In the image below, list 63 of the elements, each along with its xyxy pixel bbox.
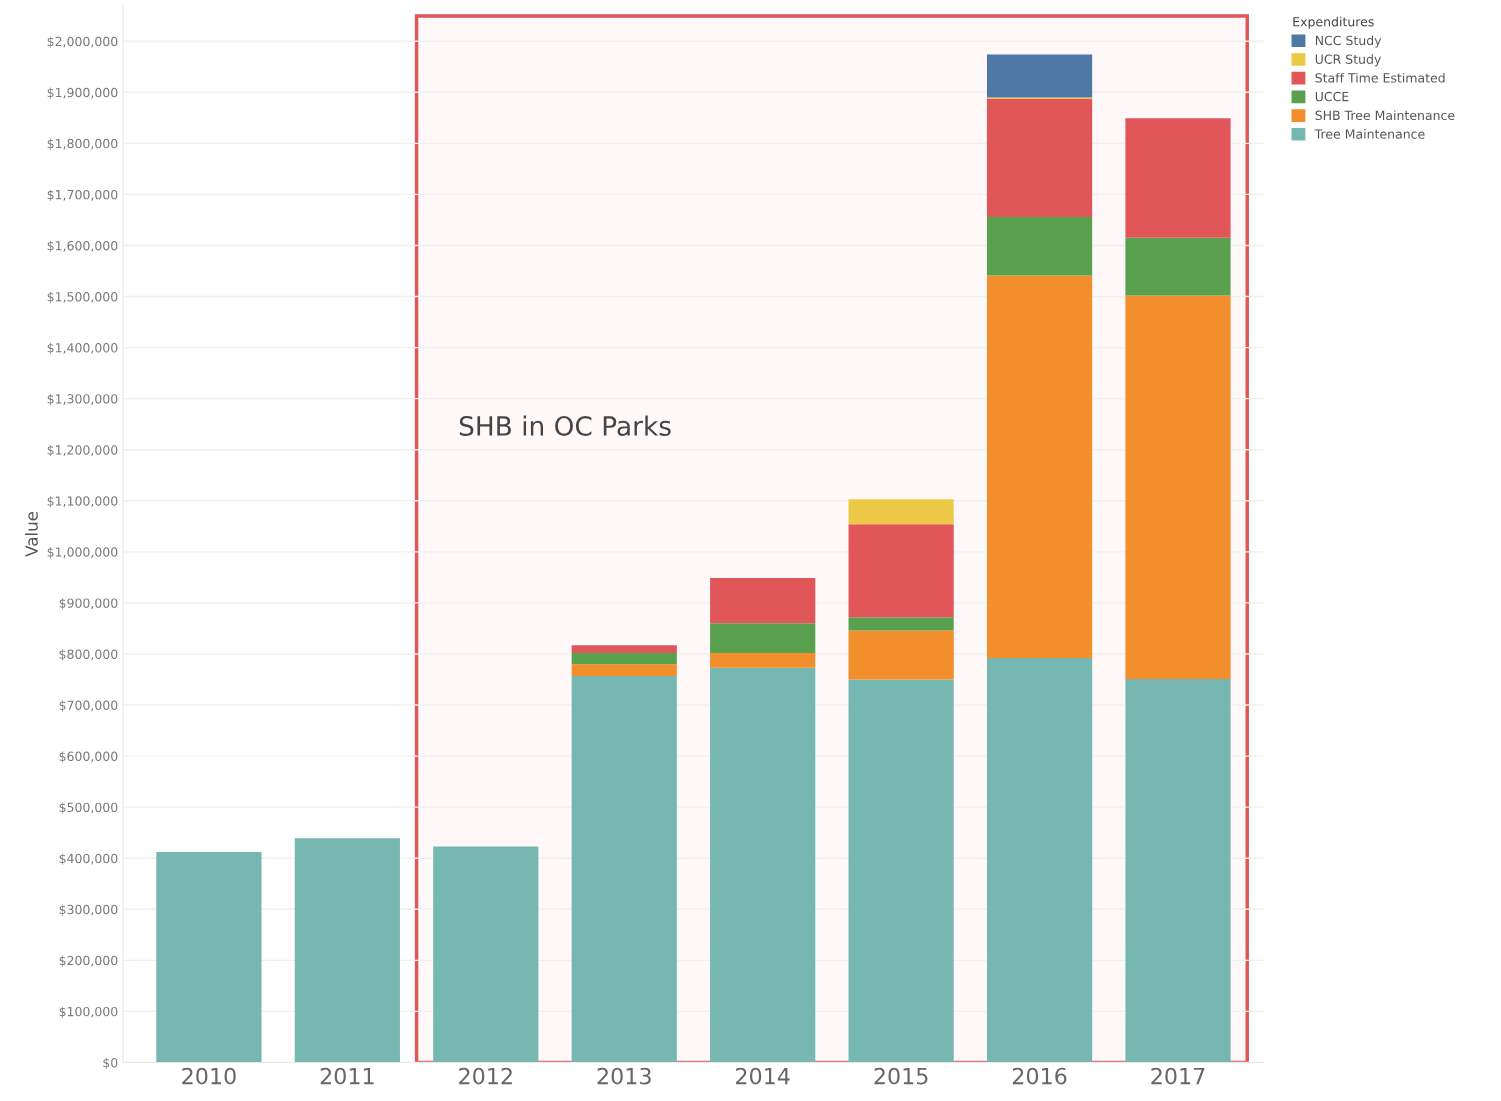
y-tick-label: $900,000 xyxy=(59,598,118,610)
bar xyxy=(986,216,1093,276)
legend-title: Expenditures xyxy=(1293,16,1374,29)
y-tick-label: $1,700,000 xyxy=(47,189,118,202)
bar xyxy=(848,499,954,525)
band-label: SHB in OC Parks xyxy=(459,415,671,436)
x-tick-label: 2015 xyxy=(874,1067,928,1085)
bar xyxy=(848,630,954,680)
y-tick-label: $1,800,000 xyxy=(47,138,118,150)
bar xyxy=(710,652,816,668)
x-tick-label: 2016 xyxy=(1012,1067,1067,1085)
y-tick-label: $400,000 xyxy=(59,853,118,865)
y-tick-label: $1,400,000 xyxy=(47,342,118,355)
x-tick-label: 2014 xyxy=(736,1067,790,1085)
legend-label: UCCE xyxy=(1315,91,1349,102)
bar xyxy=(156,852,262,1063)
bar xyxy=(986,54,1093,98)
bar xyxy=(571,675,677,1063)
bar xyxy=(1125,118,1231,238)
bar xyxy=(571,645,677,653)
y-tick-label: $0 xyxy=(103,1057,118,1070)
y-axis-title: Value xyxy=(24,511,38,557)
y-tick-label: $1,100,000 xyxy=(47,496,118,508)
bar xyxy=(848,617,954,631)
y-tick-label: $2,000,000 xyxy=(47,36,118,48)
bar xyxy=(848,524,954,618)
x-tick-label: 2010 xyxy=(182,1067,236,1085)
bar xyxy=(986,658,1093,1063)
y-tick-label: $1,600,000 xyxy=(47,240,118,253)
y-tick-label: $300,000 xyxy=(59,904,118,916)
y-tick-label: $700,000 xyxy=(59,700,118,712)
bar xyxy=(433,846,539,1063)
y-tick-label: $1,500,000 xyxy=(47,291,118,304)
legend-label: Tree Maintenance xyxy=(1314,129,1425,139)
bar xyxy=(986,98,1093,217)
y-tick-label: $500,000 xyxy=(59,802,118,814)
y-tick-label: $800,000 xyxy=(59,649,118,661)
bar xyxy=(294,838,400,1063)
legend-label: UCR Study xyxy=(1315,54,1381,67)
y-tick-label: $1,000,000 xyxy=(47,547,118,559)
x-tick-label: 2013 xyxy=(597,1067,651,1085)
bar xyxy=(848,679,954,1063)
bar xyxy=(986,275,1093,659)
bar xyxy=(1125,679,1231,1063)
y-tick-label: $100,000 xyxy=(59,1006,118,1018)
bar xyxy=(571,664,677,676)
x-tick-label: 2012 xyxy=(459,1067,512,1085)
legend-label: NCC Study xyxy=(1315,35,1382,48)
x-tick-label: 2017 xyxy=(1151,1067,1205,1085)
y-tick-label: $1,200,000 xyxy=(47,444,118,457)
y-tick-label: $1,300,000 xyxy=(47,393,118,406)
bar xyxy=(571,652,677,665)
bar xyxy=(710,667,816,1063)
legend-label: Staff Time Estimated xyxy=(1315,72,1445,83)
legend-label: SHB Tree Maintenance xyxy=(1315,110,1455,121)
bar xyxy=(1125,295,1231,679)
y-tick-label: $1,900,000 xyxy=(47,87,118,99)
bar xyxy=(1125,237,1231,296)
x-tick-label: 2011 xyxy=(320,1067,374,1085)
y-tick-label: $200,000 xyxy=(59,955,118,967)
y-tick-label: $600,000 xyxy=(59,751,118,763)
bar xyxy=(710,623,816,653)
bar xyxy=(710,577,816,624)
